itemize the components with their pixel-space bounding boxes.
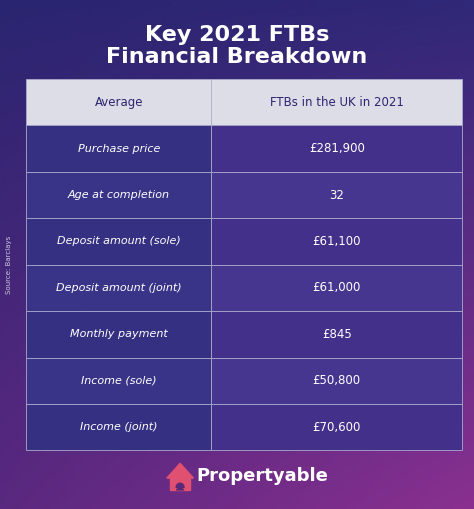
Text: £70,600: £70,600 <box>312 421 361 434</box>
Text: Average: Average <box>94 96 143 108</box>
Bar <box>211 265 462 311</box>
Polygon shape <box>167 463 193 478</box>
Text: Income (joint): Income (joint) <box>80 422 157 432</box>
Bar <box>211 125 462 172</box>
Text: £845: £845 <box>322 328 352 341</box>
Text: £61,100: £61,100 <box>312 235 361 248</box>
Text: Propertyable: Propertyable <box>196 467 328 485</box>
Bar <box>26 172 211 218</box>
Bar <box>211 311 462 358</box>
Text: Deposit amount (sole): Deposit amount (sole) <box>57 237 181 246</box>
Bar <box>26 218 211 265</box>
Bar <box>211 404 462 450</box>
Text: Monthly payment: Monthly payment <box>70 329 168 340</box>
Bar <box>26 125 211 172</box>
Text: Key 2021 FTBs: Key 2021 FTBs <box>145 24 329 45</box>
Bar <box>26 265 211 311</box>
Polygon shape <box>176 483 184 490</box>
Bar <box>26 358 211 404</box>
Bar <box>26 311 211 358</box>
Text: £50,800: £50,800 <box>313 374 361 387</box>
Polygon shape <box>170 477 191 490</box>
Bar <box>211 218 462 265</box>
Text: Deposit amount (joint): Deposit amount (joint) <box>56 283 182 293</box>
Text: Income (sole): Income (sole) <box>81 376 156 386</box>
Text: Age at completion: Age at completion <box>68 190 170 200</box>
Text: £281,900: £281,900 <box>309 142 365 155</box>
Bar <box>211 172 462 218</box>
Text: Source: Barclays: Source: Barclays <box>7 236 12 294</box>
Bar <box>26 79 462 125</box>
Text: £61,000: £61,000 <box>312 281 361 294</box>
Text: Financial Breakdown: Financial Breakdown <box>106 47 368 67</box>
Text: 32: 32 <box>329 188 344 202</box>
Bar <box>26 404 211 450</box>
Text: FTBs in the UK in 2021: FTBs in the UK in 2021 <box>270 96 404 108</box>
Text: Purchase price: Purchase price <box>78 144 160 154</box>
Bar <box>211 358 462 404</box>
